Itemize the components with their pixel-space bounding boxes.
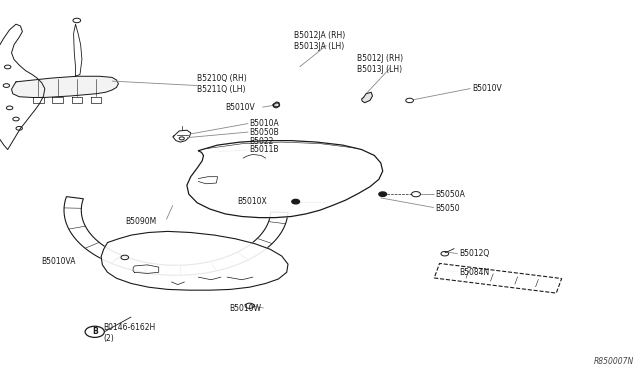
Text: B5090M: B5090M [125, 217, 156, 226]
Text: R850007N: R850007N [593, 357, 634, 366]
Polygon shape [434, 263, 562, 293]
Text: B5012J (RH)
B5013J (LH): B5012J (RH) B5013J (LH) [357, 54, 403, 74]
Text: B0146-6162H
(2): B0146-6162H (2) [104, 323, 156, 343]
Text: B: B [92, 327, 97, 336]
Text: B5010VA: B5010VA [42, 257, 76, 266]
Polygon shape [64, 197, 288, 275]
Text: B5050A: B5050A [435, 190, 465, 199]
Text: B5050: B5050 [435, 204, 460, 213]
Text: B5010X: B5010X [237, 197, 266, 206]
Text: B5010A: B5010A [250, 119, 279, 128]
Polygon shape [101, 231, 288, 290]
Text: B5010V: B5010V [472, 84, 502, 93]
Text: B5011B: B5011B [250, 145, 279, 154]
Text: B5022: B5022 [250, 137, 274, 146]
Text: B5010V: B5010V [225, 103, 255, 112]
Polygon shape [273, 102, 279, 108]
Text: B5010W: B5010W [229, 304, 261, 313]
Polygon shape [12, 76, 118, 97]
Circle shape [379, 192, 387, 196]
Circle shape [292, 199, 300, 204]
Text: B5050B: B5050B [250, 128, 279, 137]
Text: B5210Q (RH)
B5211Q (LH): B5210Q (RH) B5211Q (LH) [197, 74, 247, 94]
Polygon shape [187, 141, 383, 218]
Polygon shape [362, 92, 372, 103]
Text: B5084N: B5084N [460, 268, 490, 277]
Text: B5012JA (RH)
B5013JA (LH): B5012JA (RH) B5013JA (LH) [294, 31, 346, 51]
Text: B5012Q: B5012Q [460, 249, 490, 258]
